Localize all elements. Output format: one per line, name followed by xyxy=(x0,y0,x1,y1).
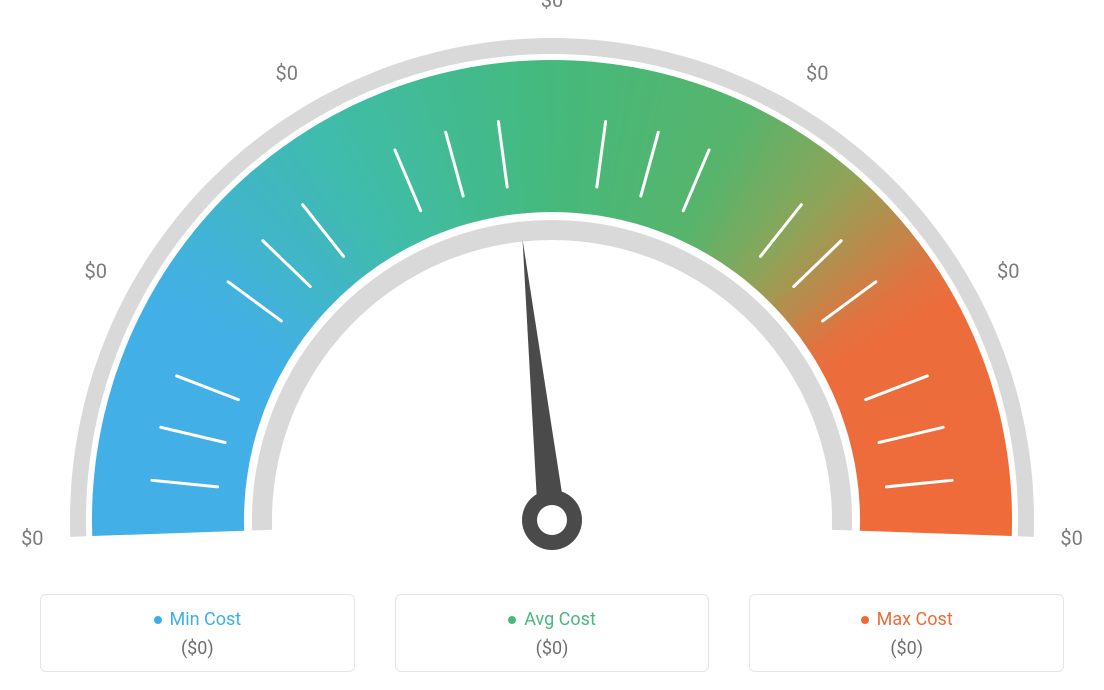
gauge-tick-label: $0 xyxy=(541,0,563,12)
gauge-tick-label: $0 xyxy=(21,526,43,550)
legend-row: Min Cost ($0) Avg Cost ($0) Max Cost ($0… xyxy=(40,594,1064,673)
legend-card-max: Max Cost ($0) xyxy=(749,594,1064,673)
gauge-svg xyxy=(0,0,1104,560)
legend-card-min: Min Cost ($0) xyxy=(40,594,355,673)
gauge-tick-label: $0 xyxy=(84,259,106,283)
legend-title-max: Max Cost xyxy=(861,609,953,630)
gauge-tick-label: $0 xyxy=(1060,526,1082,550)
gauge-tick-label: $0 xyxy=(806,61,828,85)
legend-label-min: Min Cost xyxy=(170,609,242,630)
legend-label-max: Max Cost xyxy=(877,609,953,630)
legend-title-min: Min Cost xyxy=(154,609,242,630)
gauge-tick-label: $0 xyxy=(276,61,298,85)
gauge-chart: $0 $0 $0 $0 $0 $0 $0 xyxy=(0,0,1104,560)
legend-card-avg: Avg Cost ($0) xyxy=(395,594,710,673)
legend-dot-max xyxy=(861,616,869,624)
legend-title-avg: Avg Cost xyxy=(508,609,596,630)
legend-value-min: ($0) xyxy=(51,638,344,659)
legend-dot-min xyxy=(154,616,162,624)
legend-value-avg: ($0) xyxy=(406,638,699,659)
legend-label-avg: Avg Cost xyxy=(524,609,596,630)
legend-value-max: ($0) xyxy=(760,638,1053,659)
gauge-tick-label: $0 xyxy=(997,259,1019,283)
legend-dot-avg xyxy=(508,616,516,624)
